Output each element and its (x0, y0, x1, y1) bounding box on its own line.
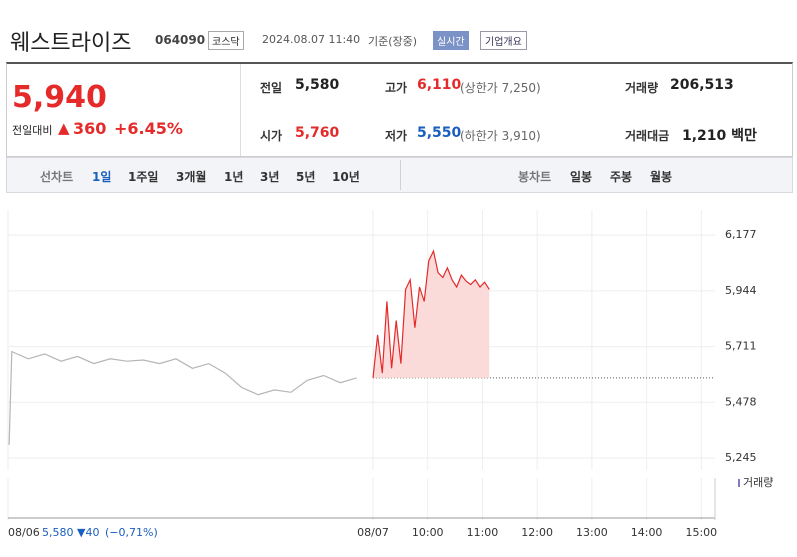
stock-name: 웨스트라이즈 (10, 31, 132, 56)
label: 저가 (385, 129, 408, 143)
label: 시가 (260, 129, 283, 143)
change-pct: +6.45% (114, 119, 183, 138)
value: 1,210 백만 (682, 128, 757, 144)
footer-pct: (−0,71%) (105, 526, 158, 539)
x-tick-label: 11:00 (467, 526, 499, 539)
summary-box (6, 62, 793, 157)
y-tick-label: 5,711 (725, 340, 757, 353)
price-line (8, 350, 357, 445)
value: 6,110 (417, 77, 462, 93)
tab[interactable]: 일봉 (570, 170, 593, 184)
tab[interactable]: 3년 (260, 170, 280, 184)
datetime: 2024.08.07 11:40 (262, 33, 361, 46)
y-tick-label: 5,944 (725, 284, 757, 297)
change-label: 전일대비 (12, 124, 53, 137)
y-tick-label: 6,177 (725, 228, 757, 241)
x-tick-label: 08/07 (357, 526, 389, 539)
tab[interactable]: 10년 (332, 170, 360, 184)
divider (240, 64, 241, 156)
tab[interactable]: 월봉 (650, 170, 673, 184)
footer-prev: 5,580 (42, 526, 74, 539)
label: 거래량 (625, 81, 659, 95)
value: 206,513 (670, 77, 734, 93)
price-line (372, 249, 490, 378)
tab-label: 봉차트 (518, 170, 552, 184)
tab-bar (6, 157, 793, 193)
realtime-button[interactable]: 실시간 (433, 31, 469, 50)
market: 코스닥 (208, 31, 244, 50)
value: 5,550 (417, 125, 462, 141)
tab[interactable]: 5년 (296, 170, 316, 184)
legend-swatch (738, 479, 740, 487)
stock-code: 064090 (155, 33, 206, 47)
label: 거래대금 (625, 129, 670, 143)
tab[interactable]: 1년 (224, 170, 244, 184)
tab[interactable]: 1주일 (128, 170, 159, 184)
tab[interactable]: 주봉 (610, 170, 633, 184)
x-tick-label: 14:00 (631, 526, 663, 539)
limit: (하한가 3,910) (460, 129, 541, 143)
tab-label: 선차트 (40, 170, 74, 184)
x-tick-label: 08/06 (8, 526, 40, 539)
basis: 기준(장중) (368, 35, 418, 48)
x-tick-label: 12:00 (521, 526, 553, 539)
x-tick-label: 15:00 (685, 526, 717, 539)
change-sign: ▲ (58, 119, 70, 137)
footer-change: ▼40 (77, 526, 99, 539)
x-tick-label: 10:00 (412, 526, 444, 539)
y-tick-label: 5,478 (725, 395, 757, 408)
label: 고가 (385, 81, 408, 95)
limit: (상한가 7,250) (460, 81, 541, 95)
label: 전일 (260, 81, 283, 95)
divider (400, 160, 401, 190)
company-button[interactable]: 기업개요 (480, 31, 527, 50)
value: 5,760 (295, 125, 340, 141)
x-tick-label: 13:00 (576, 526, 608, 539)
tab[interactable]: 1일 (92, 170, 112, 184)
change: 360 (73, 119, 107, 138)
price: 5,940 (12, 80, 107, 115)
y-tick-label: 5,245 (725, 451, 757, 464)
value: 5,580 (295, 77, 340, 93)
legend: 거래량 (743, 476, 773, 489)
tab[interactable]: 3개월 (176, 170, 207, 184)
